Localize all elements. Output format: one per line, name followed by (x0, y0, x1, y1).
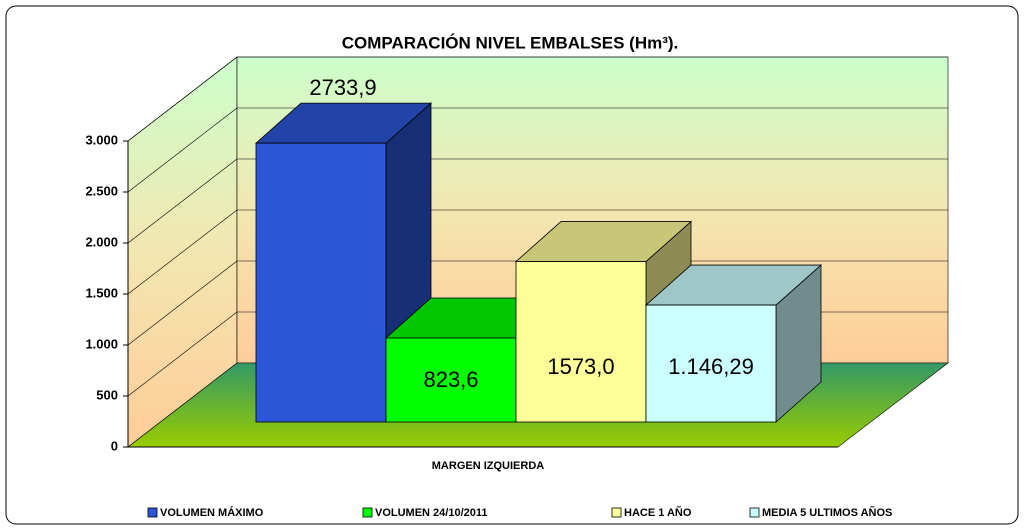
data-label: 1.146,29 (668, 354, 754, 379)
grid-line (127, 158, 238, 244)
legend-swatch (749, 507, 760, 518)
legend-label: VOLUMEN 24/10/2011 (375, 507, 488, 519)
data-label: 2733,9 (309, 75, 376, 100)
y-tick-label: 0 (111, 438, 118, 453)
data-label: 823,6 (423, 367, 478, 392)
y-tick-label: 2.500 (85, 183, 118, 198)
grid-line (127, 311, 238, 397)
legend-label: HACE 1 AÑO (624, 506, 692, 519)
grid-line (127, 260, 238, 346)
grid-line (127, 107, 238, 193)
legend-label: MEDIA 5 ULTIMOS AÑOS (762, 506, 892, 519)
grid-line (127, 56, 238, 142)
bar (515, 261, 647, 423)
grid-line (127, 209, 238, 295)
legend-label: VOLUMEN MÁXIMO (160, 506, 264, 519)
y-tick-label: 2.000 (85, 234, 118, 249)
y-tick-label: 3.000 (85, 132, 118, 147)
chart-title: COMPARACIÓN NIVEL EMBALSES (Hm³). (342, 33, 679, 52)
bar (645, 304, 777, 423)
legend-swatch (147, 507, 158, 518)
bar (255, 142, 387, 423)
y-tick-label: 1.500 (85, 285, 118, 300)
y-tick-label: 1.000 (85, 336, 118, 351)
x-tick-label: MARGEN IZQUIERDA (432, 460, 545, 472)
bar (385, 337, 517, 423)
data-label: 1573,0 (547, 354, 614, 379)
y-tick-label: 500 (96, 387, 118, 402)
legend-swatch (362, 507, 373, 518)
legend-swatch (611, 507, 622, 518)
